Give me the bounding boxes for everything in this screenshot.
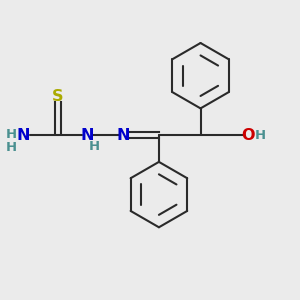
Text: S: S (52, 89, 64, 104)
Text: N: N (81, 128, 94, 142)
Text: H: H (6, 141, 17, 154)
Text: N: N (116, 128, 130, 142)
Text: O: O (241, 128, 255, 142)
Text: H: H (255, 129, 266, 142)
Text: N: N (17, 128, 30, 142)
Text: H: H (88, 140, 100, 153)
Text: H: H (6, 128, 17, 141)
